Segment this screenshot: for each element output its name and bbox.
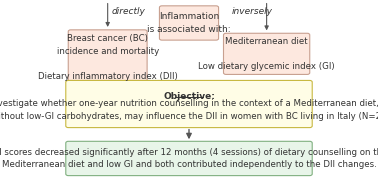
Text: inversely: inversely — [231, 7, 272, 16]
Text: Mediterranean diet

Low dietary glycemic index (GI): Mediterranean diet Low dietary glycemic … — [198, 37, 335, 71]
FancyBboxPatch shape — [223, 33, 310, 74]
Text: Objective:: Objective: — [163, 92, 215, 101]
Text: directly: directly — [112, 7, 146, 16]
FancyBboxPatch shape — [66, 141, 312, 176]
Text: DII scores decreased significantly after 12 months (4 sessions) of dietary couns: DII scores decreased significantly after… — [0, 148, 378, 169]
FancyBboxPatch shape — [66, 80, 312, 128]
Text: Inflammation
is associated with:: Inflammation is associated with: — [147, 12, 231, 34]
Text: To investigate whether one-year nutrition counselling in the context of a Medite: To investigate whether one-year nutritio… — [0, 99, 378, 121]
FancyBboxPatch shape — [160, 6, 218, 40]
Text: Breast cancer (BC)
incidence and mortality

Dietary inflammatory index (DII): Breast cancer (BC) incidence and mortali… — [38, 34, 178, 81]
FancyBboxPatch shape — [68, 30, 147, 85]
